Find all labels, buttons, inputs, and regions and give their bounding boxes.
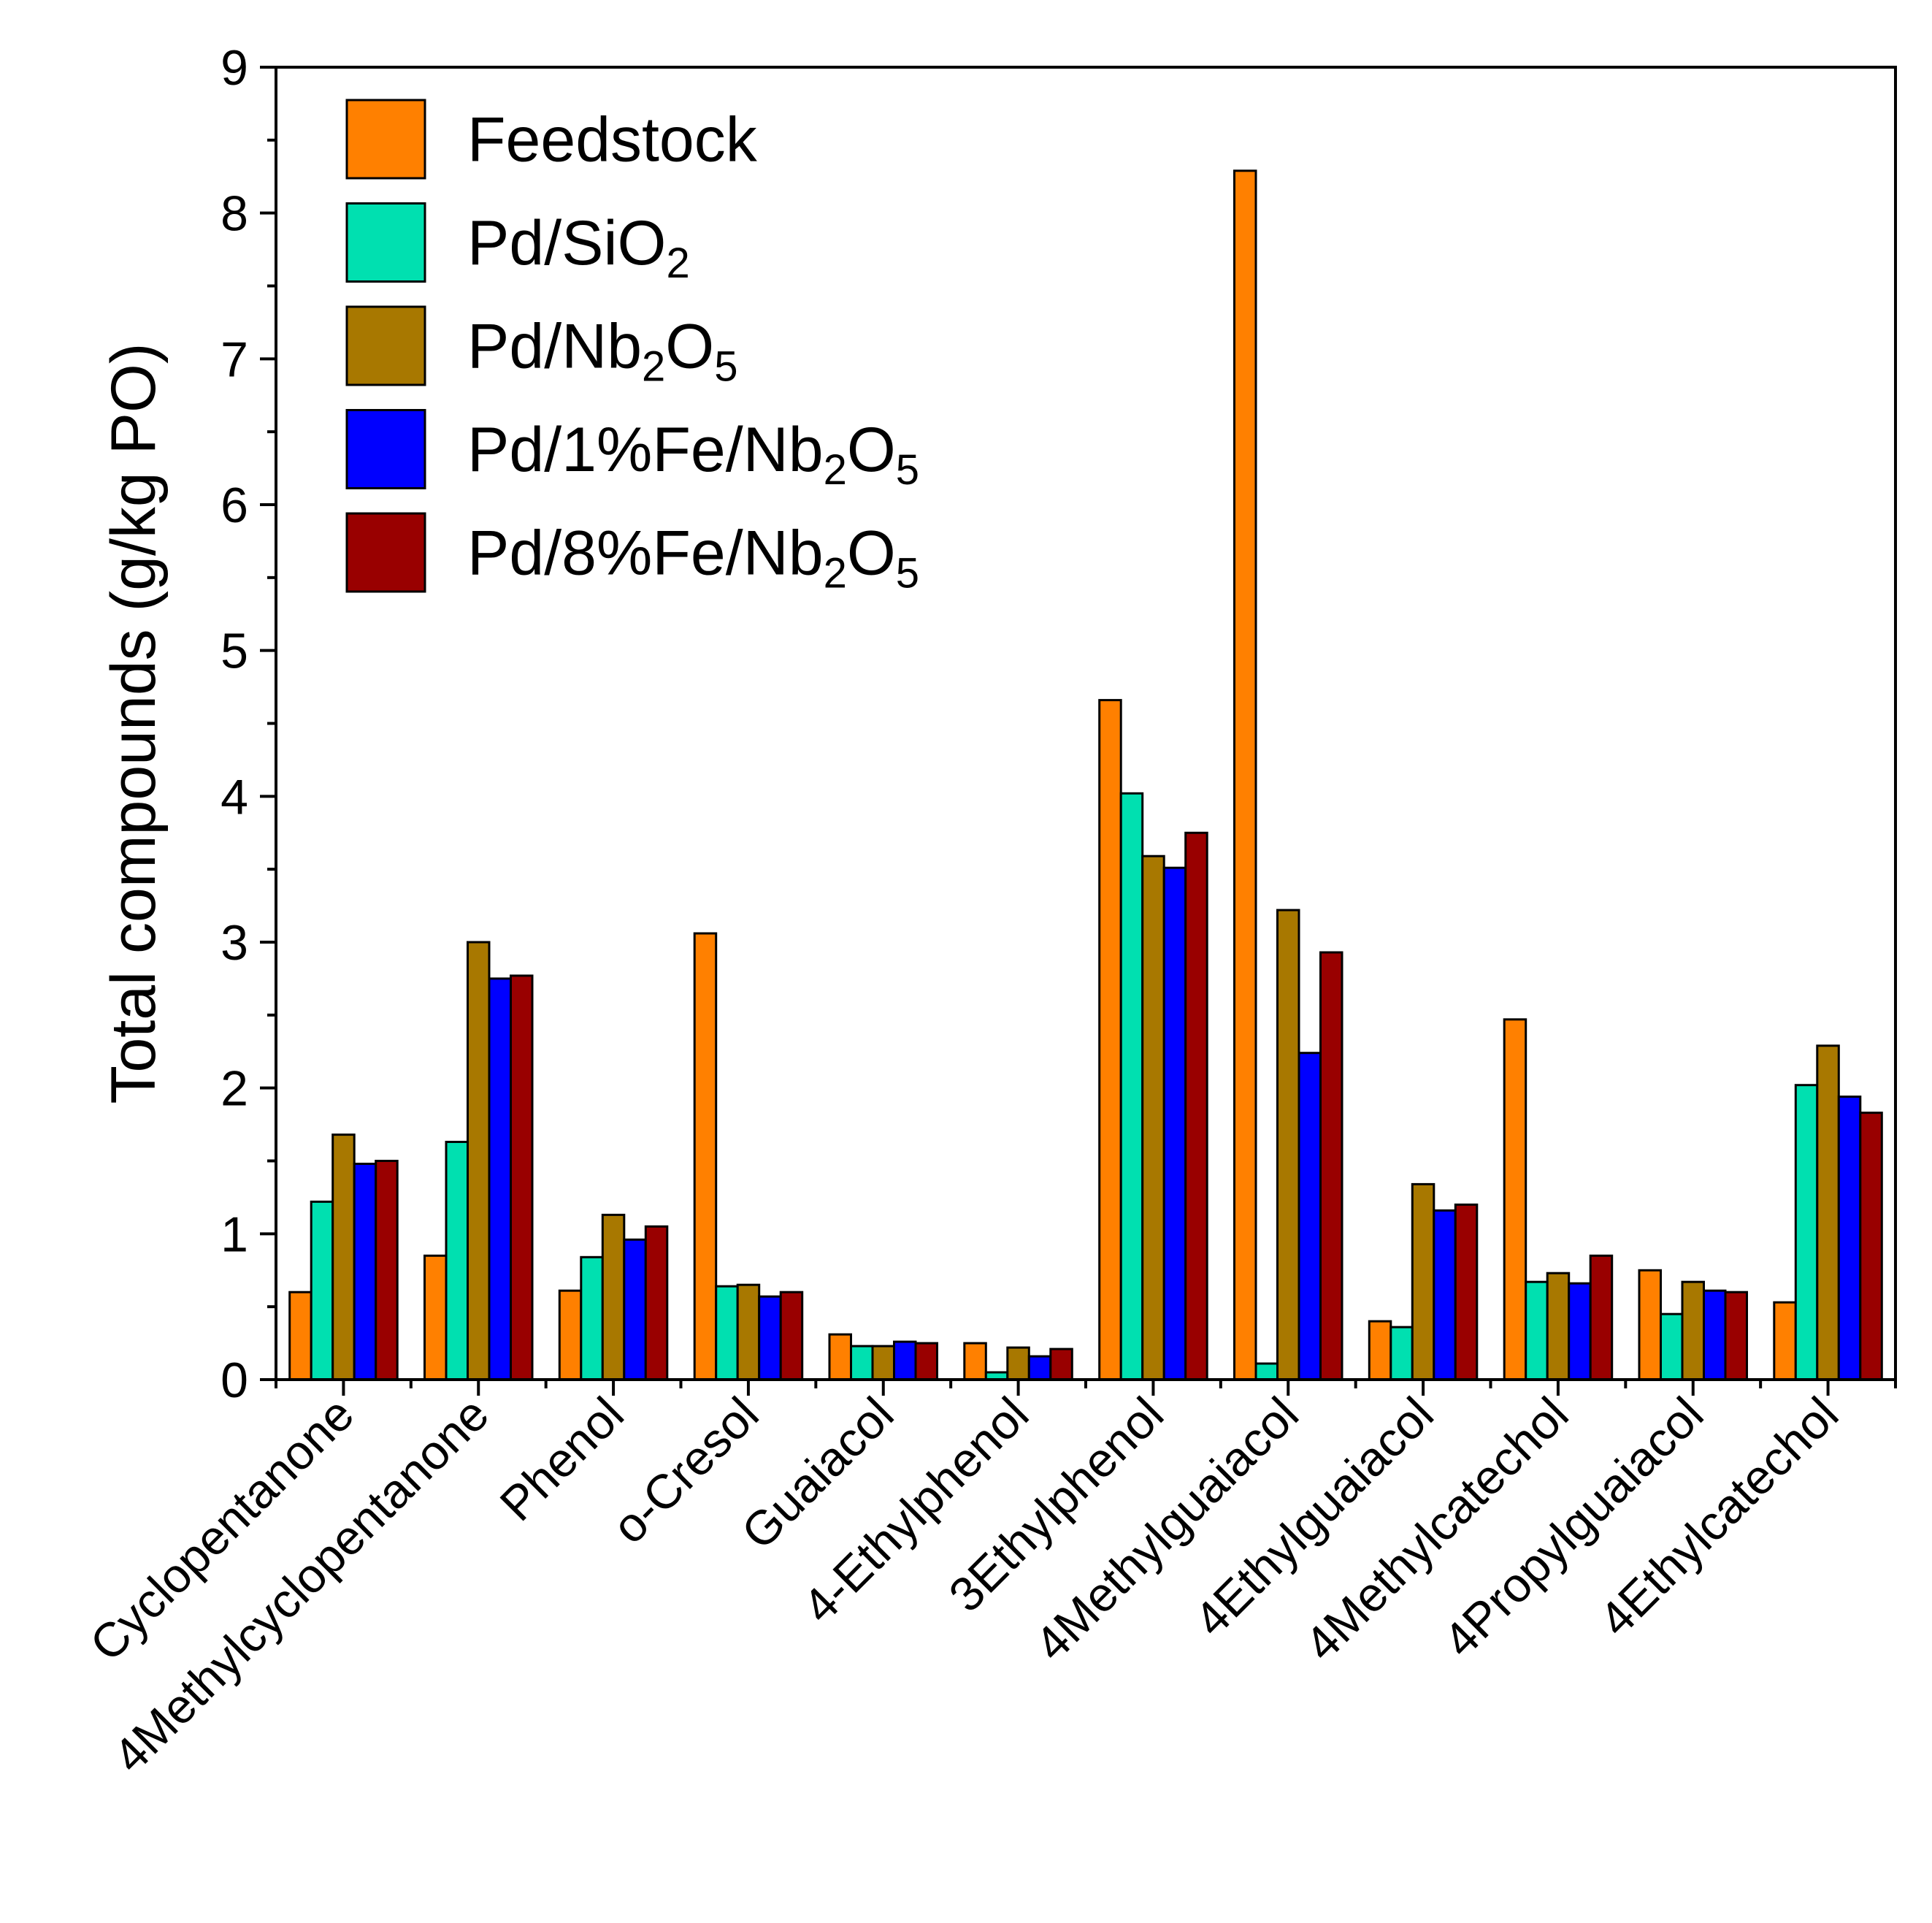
bar bbox=[1638, 1269, 1662, 1381]
bar bbox=[1503, 1018, 1527, 1381]
legend-swatch bbox=[345, 512, 426, 593]
bar bbox=[1162, 866, 1187, 1381]
y-tick-label: 7 bbox=[221, 332, 248, 387]
bar bbox=[1773, 1301, 1797, 1381]
legend-label: Feedstock bbox=[467, 105, 758, 175]
bar bbox=[1184, 831, 1208, 1381]
bar bbox=[1794, 1084, 1819, 1381]
legend-label: Pd/SiO2 bbox=[467, 208, 690, 287]
bar bbox=[715, 1285, 739, 1381]
bar bbox=[1368, 1320, 1392, 1381]
bar bbox=[510, 974, 534, 1381]
bar bbox=[1703, 1289, 1727, 1381]
bar bbox=[310, 1200, 334, 1381]
bar bbox=[1254, 1362, 1279, 1381]
bar bbox=[850, 1345, 874, 1381]
bar bbox=[736, 1283, 761, 1381]
bar bbox=[288, 1291, 313, 1381]
bar bbox=[1297, 1052, 1322, 1381]
bar bbox=[488, 977, 512, 1381]
bar bbox=[914, 1342, 938, 1381]
y-tick-label: 0 bbox=[221, 1353, 248, 1408]
legend-label: Pd/1%Fe/Nb2O5 bbox=[467, 415, 919, 494]
legend-swatch bbox=[345, 409, 426, 489]
bar bbox=[758, 1295, 782, 1381]
bar bbox=[1319, 951, 1343, 1381]
legend: Feedstock Pd/SiO2 Pd/Nb2O5 Pd/1%Fe/Nb2O5 Pd/… bbox=[345, 99, 919, 597]
bar bbox=[1568, 1282, 1592, 1381]
bar bbox=[623, 1238, 647, 1381]
bar bbox=[1433, 1209, 1457, 1381]
bar bbox=[1546, 1272, 1571, 1381]
y-tick-label: 5 bbox=[221, 624, 248, 679]
bar bbox=[601, 1213, 626, 1381]
bar bbox=[1589, 1254, 1614, 1381]
bar bbox=[331, 1133, 356, 1381]
bar bbox=[1389, 1326, 1414, 1381]
bar bbox=[1859, 1112, 1883, 1381]
bar bbox=[353, 1163, 377, 1381]
bar bbox=[893, 1340, 917, 1381]
bar bbox=[1525, 1280, 1549, 1381]
legend-swatch bbox=[345, 202, 426, 283]
bar bbox=[963, 1342, 987, 1381]
bar bbox=[1141, 855, 1165, 1381]
legend-label: Pd/8%Fe/Nb2O5 bbox=[467, 519, 919, 597]
bar bbox=[1681, 1280, 1705, 1381]
y-tick-label: 1 bbox=[221, 1207, 248, 1262]
bar bbox=[1724, 1291, 1748, 1381]
y-tick-label: 8 bbox=[221, 186, 248, 242]
ticks-layer bbox=[260, 66, 1897, 1396]
legend-swatch bbox=[345, 99, 426, 180]
bar bbox=[423, 1254, 448, 1381]
bar bbox=[779, 1291, 804, 1381]
bar bbox=[1049, 1347, 1073, 1381]
y-tick-label: 3 bbox=[221, 915, 248, 971]
bar bbox=[1119, 792, 1144, 1381]
bar bbox=[1027, 1355, 1052, 1381]
bar bbox=[1660, 1312, 1684, 1381]
y-tick-label: 4 bbox=[221, 769, 248, 825]
bar bbox=[467, 941, 491, 1381]
bar bbox=[1233, 169, 1257, 1381]
bar bbox=[445, 1141, 469, 1381]
y-tick-label: 6 bbox=[221, 478, 248, 533]
bar bbox=[693, 932, 718, 1381]
bar bbox=[1411, 1182, 1435, 1381]
bar bbox=[558, 1289, 583, 1381]
bar bbox=[1098, 699, 1122, 1381]
y-tick-label: 2 bbox=[221, 1061, 248, 1117]
y-axis-title: Total compounds (g/kg PO) bbox=[99, 343, 169, 1104]
bar bbox=[644, 1225, 669, 1381]
bar bbox=[580, 1255, 604, 1381]
bar bbox=[1816, 1044, 1840, 1381]
bar bbox=[871, 1345, 895, 1381]
bar bbox=[1454, 1203, 1479, 1381]
bar bbox=[1837, 1096, 1862, 1381]
legend-swatch bbox=[345, 305, 426, 386]
y-tick-label: 9 bbox=[221, 40, 248, 96]
bar bbox=[828, 1333, 852, 1381]
legend-label: Pd/Nb2O5 bbox=[467, 312, 737, 391]
bar bbox=[375, 1160, 399, 1381]
bar bbox=[1006, 1346, 1030, 1381]
bar bbox=[1276, 909, 1300, 1381]
